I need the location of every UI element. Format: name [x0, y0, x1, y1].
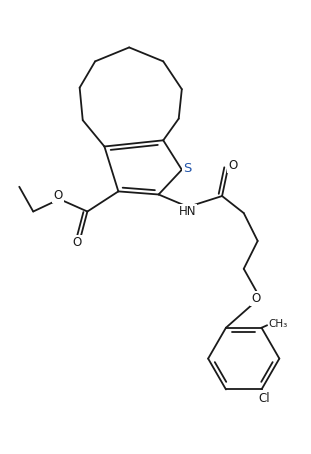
Text: O: O [252, 292, 261, 305]
Text: HN: HN [179, 205, 196, 218]
Text: Cl: Cl [259, 392, 271, 405]
Text: S: S [183, 162, 192, 175]
Text: CH₃: CH₃ [268, 319, 288, 329]
Text: O: O [228, 158, 238, 172]
Text: O: O [72, 236, 82, 249]
Text: O: O [53, 188, 63, 202]
